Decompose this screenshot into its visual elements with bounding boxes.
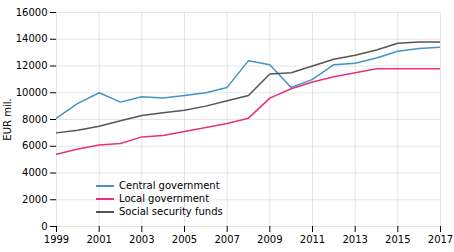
svg-text:EUR mil.: EUR mil. bbox=[2, 98, 13, 140]
svg-text:0: 0 bbox=[41, 221, 47, 232]
svg-text:2013: 2013 bbox=[342, 234, 367, 245]
html-text:Central government: Central government bbox=[119, 180, 220, 191]
html-text:Local government: Local government bbox=[119, 193, 210, 204]
svg-text:6000: 6000 bbox=[22, 140, 47, 151]
svg-text:2015: 2015 bbox=[385, 234, 410, 245]
svg-text:2005: 2005 bbox=[172, 234, 197, 245]
svg-text:14000: 14000 bbox=[16, 33, 48, 44]
svg-text:1999: 1999 bbox=[44, 234, 69, 245]
svg-text:2003: 2003 bbox=[129, 234, 154, 245]
svg-text:2007: 2007 bbox=[214, 234, 239, 245]
svg-text:10000: 10000 bbox=[16, 87, 48, 98]
svg-text:2009: 2009 bbox=[257, 234, 282, 245]
svg-text:2000: 2000 bbox=[22, 194, 47, 205]
svg-text:2011: 2011 bbox=[300, 234, 325, 245]
svg-text:4000: 4000 bbox=[22, 167, 47, 178]
svg-text:2017: 2017 bbox=[428, 234, 453, 245]
html-text:Social security funds: Social security funds bbox=[119, 206, 223, 217]
svg-text:16000: 16000 bbox=[16, 7, 48, 18]
svg-text:12000: 12000 bbox=[16, 60, 48, 71]
svg-text:2001: 2001 bbox=[86, 234, 111, 245]
svg-text:8000: 8000 bbox=[22, 114, 47, 125]
